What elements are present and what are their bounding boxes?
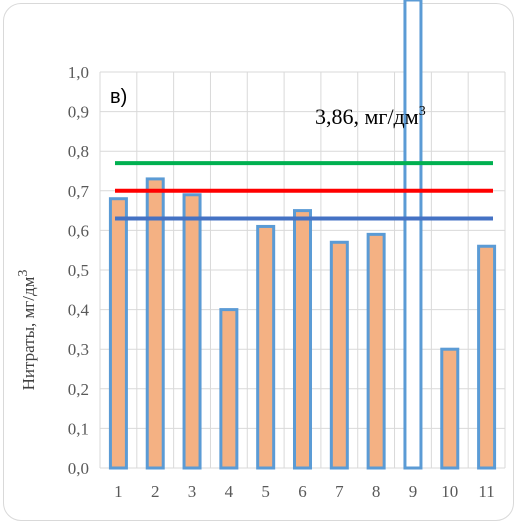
y-tick-label: 0,8 [68, 142, 89, 161]
y-tick-label: 0,1 [68, 419, 89, 438]
panel-label: в) [110, 86, 127, 108]
x-tick-label: 9 [409, 482, 418, 501]
x-tick-label: 5 [261, 482, 270, 501]
y-tick-labels: 0,0 0,1 0,2 0,3 0,4 0,5 0,6 0,7 0,8 0,9 1,0 [68, 63, 90, 478]
y-tick-label: 0,2 [68, 380, 89, 399]
x-tick-label: 4 [225, 482, 234, 501]
bar-11 [477, 244, 497, 470]
x-tick-label: 2 [151, 482, 160, 501]
y-tick-label: 0,3 [68, 340, 89, 359]
bar-7 [329, 240, 349, 470]
x-tick-label: 11 [478, 482, 494, 501]
bar-6 [293, 209, 312, 470]
y-tick-label: 0,0 [68, 459, 89, 478]
y-tick-label: 0,7 [68, 182, 90, 201]
x-tick-label: 10 [441, 482, 458, 501]
bar-8 [366, 232, 386, 470]
bar-2 [145, 177, 165, 470]
bar-series [108, 0, 497, 470]
bar-5 [256, 224, 276, 470]
bar-3 [182, 193, 202, 470]
bar-1 [108, 197, 128, 470]
bar-10 [440, 347, 460, 470]
x-tick-label: 1 [114, 482, 123, 501]
x-tick-labels: 1 2 3 4 5 6 7 8 9 10 11 [114, 482, 495, 501]
y-tick-label: 1,0 [68, 63, 89, 82]
x-tick-label: 6 [298, 482, 307, 501]
y-axis-label: Нитраты, мг/дм3 [16, 270, 38, 391]
y-tick-label: 0,5 [68, 261, 89, 280]
x-tick-label: 7 [335, 482, 344, 501]
bar-9 [403, 0, 423, 470]
reference-lines [115, 161, 493, 221]
grid-lines [99, 71, 506, 469]
x-tick-label: 8 [372, 482, 381, 501]
outlier-annotation: 3,86, мг/дм3 [315, 104, 426, 129]
bar-4 [219, 308, 239, 470]
y-tick-label: 0,6 [68, 221, 89, 240]
x-tick-label: 3 [188, 482, 197, 501]
y-tick-label: 0,9 [68, 103, 89, 122]
y-tick-label: 0,4 [68, 301, 90, 320]
